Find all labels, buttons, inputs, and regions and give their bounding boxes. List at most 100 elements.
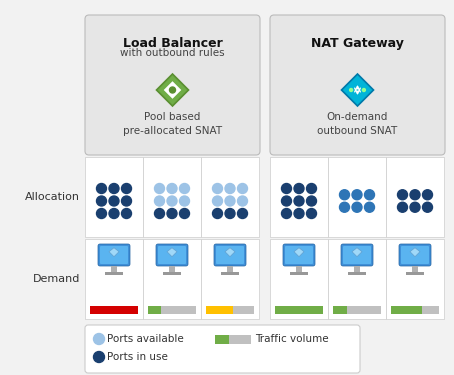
Circle shape — [340, 202, 350, 212]
FancyBboxPatch shape — [283, 244, 315, 266]
Circle shape — [109, 196, 119, 206]
Bar — [163, 272, 181, 275]
Circle shape — [225, 196, 235, 206]
FancyBboxPatch shape — [401, 246, 429, 264]
FancyBboxPatch shape — [100, 246, 128, 264]
FancyBboxPatch shape — [214, 244, 246, 266]
Polygon shape — [352, 248, 362, 257]
Circle shape — [225, 209, 235, 219]
Circle shape — [109, 209, 119, 219]
Polygon shape — [410, 248, 420, 257]
Bar — [111, 266, 117, 272]
Circle shape — [294, 209, 304, 219]
Circle shape — [281, 183, 291, 194]
Polygon shape — [164, 81, 181, 99]
Text: with outbound rules: with outbound rules — [120, 48, 225, 58]
Circle shape — [167, 196, 177, 206]
Circle shape — [154, 196, 164, 206]
Bar — [90, 306, 138, 314]
Text: On-demand
outbound SNAT: On-demand outbound SNAT — [317, 112, 398, 136]
Bar — [290, 272, 308, 275]
Bar — [386, 239, 444, 319]
Bar — [333, 306, 381, 314]
Circle shape — [167, 209, 177, 219]
Text: Load Balancer: Load Balancer — [123, 37, 222, 50]
Text: Pool based
pre-allocated SNAT: Pool based pre-allocated SNAT — [123, 112, 222, 136]
Bar — [406, 272, 424, 275]
Circle shape — [94, 333, 104, 345]
Text: Traffic volume: Traffic volume — [255, 334, 329, 344]
Circle shape — [154, 183, 164, 194]
Circle shape — [212, 209, 222, 219]
Bar — [105, 272, 123, 275]
Polygon shape — [109, 248, 119, 257]
Bar — [296, 266, 302, 272]
Bar — [412, 266, 418, 272]
Circle shape — [97, 209, 107, 219]
Circle shape — [154, 209, 164, 219]
Circle shape — [350, 88, 353, 92]
Bar — [201, 157, 259, 237]
Polygon shape — [294, 248, 304, 257]
Polygon shape — [167, 248, 177, 257]
FancyBboxPatch shape — [216, 246, 244, 264]
Circle shape — [352, 190, 362, 200]
Circle shape — [294, 183, 304, 194]
Text: Allocation: Allocation — [25, 192, 80, 202]
Circle shape — [179, 209, 189, 219]
Circle shape — [410, 202, 420, 212]
FancyBboxPatch shape — [399, 244, 431, 266]
Bar — [348, 272, 366, 275]
Circle shape — [306, 183, 316, 194]
Bar — [148, 306, 161, 314]
FancyBboxPatch shape — [270, 15, 445, 155]
Circle shape — [410, 190, 420, 200]
Polygon shape — [341, 74, 374, 106]
Bar — [227, 266, 233, 272]
Bar — [328, 157, 386, 237]
Circle shape — [340, 190, 350, 200]
Bar — [148, 306, 196, 314]
Circle shape — [362, 88, 365, 92]
FancyBboxPatch shape — [341, 244, 373, 266]
Bar — [354, 266, 360, 272]
Bar — [221, 272, 239, 275]
Circle shape — [306, 209, 316, 219]
Bar — [333, 306, 347, 314]
Circle shape — [94, 351, 104, 363]
FancyBboxPatch shape — [85, 325, 360, 373]
Circle shape — [352, 202, 362, 212]
FancyBboxPatch shape — [158, 246, 186, 264]
Circle shape — [237, 183, 247, 194]
Circle shape — [281, 209, 291, 219]
Bar — [215, 335, 229, 344]
Circle shape — [225, 183, 235, 194]
Bar — [206, 306, 254, 314]
Circle shape — [169, 87, 176, 93]
Bar — [169, 266, 175, 272]
Bar — [328, 239, 386, 319]
Circle shape — [306, 196, 316, 206]
FancyBboxPatch shape — [98, 244, 130, 266]
Polygon shape — [225, 248, 235, 257]
Bar — [270, 157, 328, 237]
Bar — [143, 239, 201, 319]
Bar — [90, 306, 138, 314]
Bar — [391, 306, 422, 314]
Bar — [229, 335, 251, 344]
Circle shape — [109, 183, 119, 194]
Bar — [270, 239, 328, 319]
Circle shape — [423, 190, 433, 200]
Circle shape — [122, 209, 132, 219]
Circle shape — [167, 183, 177, 194]
Circle shape — [237, 209, 247, 219]
Polygon shape — [157, 74, 188, 106]
Bar — [143, 157, 201, 237]
Circle shape — [237, 196, 247, 206]
Text: Ports in use: Ports in use — [107, 352, 168, 362]
Text: NAT Gateway: NAT Gateway — [311, 37, 404, 50]
FancyBboxPatch shape — [343, 246, 371, 264]
Text: Demand: Demand — [33, 274, 80, 284]
Circle shape — [365, 202, 375, 212]
FancyBboxPatch shape — [285, 246, 313, 264]
